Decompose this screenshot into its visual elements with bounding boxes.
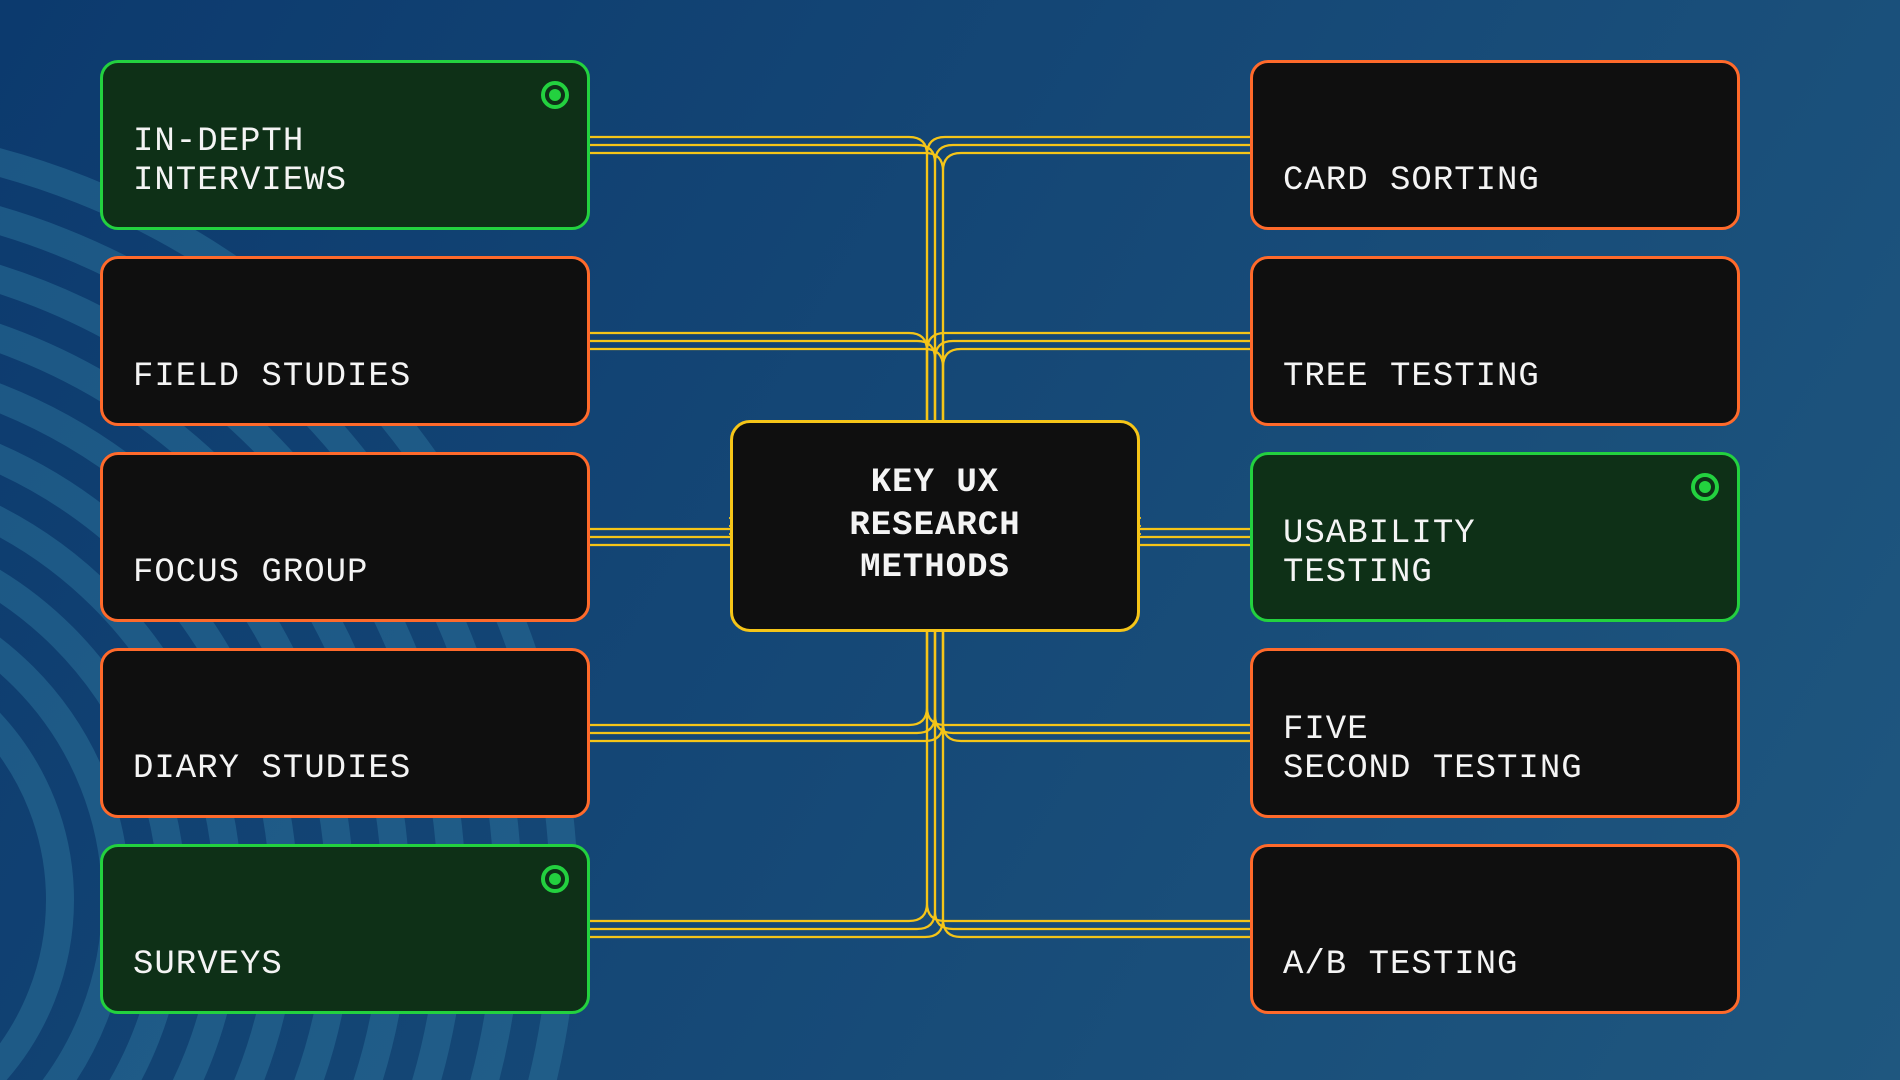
node-label-2: INTERVIEWS xyxy=(133,162,557,201)
left-node-4: SURVEYS xyxy=(100,844,590,1014)
radio-dot-icon xyxy=(541,865,569,893)
node-label-2: DIARY STUDIES xyxy=(133,750,557,789)
radio-dot-icon xyxy=(1691,473,1719,501)
center-label-3: METHODS xyxy=(860,547,1010,590)
diagram-stage: KEY UX RESEARCH METHODS IN-DEPTH INTERVI… xyxy=(0,0,1900,1080)
left-node-0: IN-DEPTH INTERVIEWS xyxy=(100,60,590,230)
right-node-4: A/B TESTING xyxy=(1250,844,1740,1014)
right-node-3: FIVE SECOND TESTING xyxy=(1250,648,1740,818)
node-label-1: IN-DEPTH xyxy=(133,123,557,162)
node-label-2: FOCUS GROUP xyxy=(133,554,557,593)
node-label-2: SURVEYS xyxy=(133,946,557,985)
node-label-2: CARD SORTING xyxy=(1283,162,1707,201)
right-node-1: TREE TESTING xyxy=(1250,256,1740,426)
left-node-2: FOCUS GROUP xyxy=(100,452,590,622)
node-label-2: TESTING xyxy=(1283,554,1707,593)
center-label-1: KEY UX xyxy=(871,462,999,505)
center-node: KEY UX RESEARCH METHODS xyxy=(730,420,1140,632)
center-label-2: RESEARCH xyxy=(849,505,1020,548)
right-node-2: USABILITY TESTING xyxy=(1250,452,1740,622)
node-label-2: SECOND TESTING xyxy=(1283,750,1707,789)
radio-dot-icon xyxy=(541,81,569,109)
node-label-1: USABILITY xyxy=(1283,515,1707,554)
node-label-2: A/B TESTING xyxy=(1283,946,1707,985)
left-node-3: DIARY STUDIES xyxy=(100,648,590,818)
left-node-1: FIELD STUDIES xyxy=(100,256,590,426)
node-label-1: FIVE xyxy=(1283,711,1707,750)
node-label-2: TREE TESTING xyxy=(1283,358,1707,397)
node-label-2: FIELD STUDIES xyxy=(133,358,557,397)
right-node-0: CARD SORTING xyxy=(1250,60,1740,230)
